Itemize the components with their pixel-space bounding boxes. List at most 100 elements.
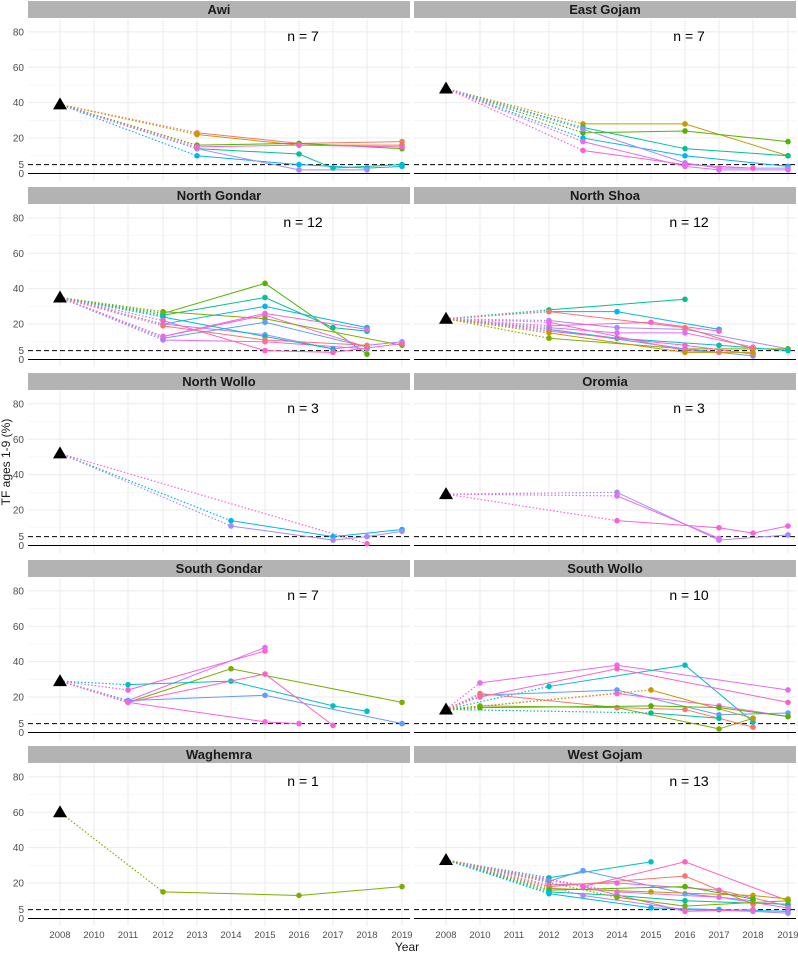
facet-panel: [28, 391, 410, 553]
baseline-connector: [59, 680, 129, 691]
x-tick-label: 2011: [118, 930, 138, 941]
baseline-connector: [445, 87, 584, 129]
y-tick-label: 0: [18, 728, 24, 739]
facet-panel: [414, 205, 796, 367]
baseline-connector: [59, 103, 198, 146]
x-tick-label: 2018: [742, 930, 763, 941]
series-line: [548, 861, 652, 879]
facet-north-wollo: North Wollo 05 20 40 60 80 n = 3: [13, 373, 410, 553]
data-point: [194, 131, 200, 138]
data-point: [682, 324, 688, 331]
data-point: [580, 867, 586, 874]
baseline-connector: [59, 680, 129, 686]
data-point: [682, 330, 688, 336]
series-line: [127, 680, 368, 712]
baseline-connector: [59, 103, 198, 148]
baseline-connector: [59, 811, 164, 893]
series-2: [445, 493, 791, 536]
data-point: [682, 897, 688, 904]
x-tick-label: 2013: [186, 930, 207, 941]
baseline-connector: [59, 103, 198, 150]
series-line: [127, 647, 266, 702]
x-tick-label: 2018: [356, 930, 377, 941]
baseline-connector: [445, 859, 584, 888]
y-tick-label: 20: [13, 320, 25, 331]
facet-title: South Gondar: [176, 561, 263, 576]
data-point: [682, 128, 688, 134]
facet-strip: [414, 746, 796, 763]
data-point: [546, 330, 552, 336]
x-tick-label: 2011: [504, 930, 524, 941]
data-point: [296, 720, 302, 727]
data-point: [262, 692, 268, 699]
data-point: [546, 308, 552, 315]
n-label: n = 3: [673, 400, 705, 416]
y-tick-label: 80: [13, 586, 25, 597]
series-2: [59, 452, 405, 543]
n-label: n = 3: [287, 400, 319, 416]
x-tick-label: 2014: [220, 930, 241, 941]
baseline-connector: [445, 859, 618, 898]
n-label: n = 7: [673, 28, 705, 44]
y-tick-label: 20: [13, 134, 25, 145]
data-point: [682, 859, 688, 865]
baseline-connector: [445, 493, 618, 497]
x-tick-label: 2012: [538, 930, 559, 941]
facet-title: North Gondar: [177, 188, 262, 203]
facet-title: Awi: [208, 2, 231, 17]
data-point: [785, 532, 791, 538]
gridlines: [28, 578, 410, 740]
data-point: [785, 152, 791, 159]
data-point: [614, 324, 620, 331]
data-point: [785, 699, 791, 706]
data-point: [716, 328, 722, 334]
x-tick-label: 2012: [152, 930, 173, 941]
data-point: [785, 347, 791, 354]
y-tick-label: 0: [18, 169, 24, 180]
y-tick-label: 40: [13, 470, 25, 481]
data-point: [477, 680, 483, 686]
data-point: [648, 710, 654, 716]
data-point: [750, 906, 756, 913]
series-2: [445, 87, 791, 145]
baseline-connector: [445, 689, 652, 711]
series-11: [59, 296, 370, 340]
data-point: [648, 859, 654, 865]
facet-south-wollo: South Wollo n = 10: [414, 560, 796, 740]
data-point: [716, 715, 722, 722]
baseline-triangle: [53, 446, 67, 459]
data-point: [682, 163, 688, 170]
x-tick-label: 2013: [572, 930, 593, 941]
series-line: [548, 320, 789, 350]
x-tick-label: 2010: [83, 930, 104, 941]
data-point: [399, 144, 405, 150]
baseline-connector: [59, 296, 164, 322]
data-point: [262, 303, 268, 310]
x-tick-label: 2014: [606, 930, 627, 941]
series-12: [59, 296, 370, 349]
y-tick-label: 80: [13, 772, 25, 783]
data-point: [546, 890, 552, 897]
data-point: [330, 537, 336, 543]
data-point: [296, 142, 302, 148]
data-point: [682, 662, 688, 668]
data-point: [716, 524, 722, 531]
data-point: [546, 335, 552, 342]
baseline-connector: [445, 708, 652, 714]
facet-strip: [28, 746, 410, 763]
facet-title: North Wollo: [182, 374, 255, 389]
series-1: [59, 811, 405, 899]
x-tick-label: 2016: [288, 930, 309, 941]
data-point: [648, 905, 654, 911]
facet-north-gondar: North Gondar 05 20 40 60 80 n = 12: [13, 187, 410, 367]
baseline-connector: [445, 682, 481, 710]
data-point: [750, 724, 756, 730]
baseline-triangle: [439, 487, 453, 500]
facet-title: Waghemra: [186, 747, 253, 762]
data-point: [364, 540, 370, 547]
data-point: [682, 145, 688, 152]
y-tick-label: 80: [13, 27, 25, 38]
baseline-triangle: [439, 81, 453, 94]
y-tick-label: 40: [13, 284, 25, 295]
series-line: [196, 155, 403, 169]
